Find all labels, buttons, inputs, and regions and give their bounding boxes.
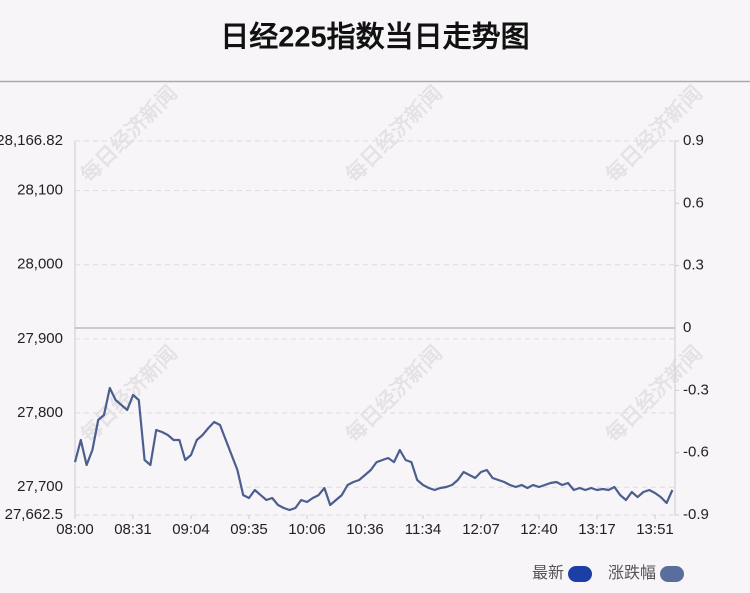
y2-tick-label: -0.6 — [683, 444, 709, 461]
x-tick-label: 08:00 — [56, 521, 94, 538]
y-tick-label: 27,900 — [17, 330, 63, 347]
y-tick-label: 28,100 — [17, 182, 63, 199]
x-tick-label: 10:36 — [346, 521, 384, 538]
y2-tick-label: -0.3 — [683, 381, 709, 398]
x-tick-label: 13:51 — [636, 521, 674, 538]
legend-swatch — [660, 566, 685, 582]
x-tick-label: 08:31 — [114, 521, 152, 538]
y-tick-label: 28,000 — [17, 256, 63, 273]
x-tick-label: 13:17 — [578, 521, 616, 538]
chart-title: 日经225指数当日走势图 — [220, 20, 529, 54]
y2-tick-label: 0.3 — [683, 257, 704, 274]
y2-tick-label: 0 — [683, 319, 691, 336]
x-tick-label: 10:06 — [288, 521, 326, 538]
y-tick-label: 27,662.5 — [5, 506, 63, 523]
y2-tick-label: -0.9 — [683, 506, 709, 523]
x-tick-label: 12:40 — [520, 521, 558, 538]
legend-label: 最新 — [532, 564, 564, 582]
legend-label: 涨跌幅 — [608, 564, 656, 582]
legend-swatch — [568, 566, 593, 582]
x-tick-label: 12:07 — [462, 521, 500, 538]
x-tick-label: 09:04 — [172, 521, 210, 538]
x-tick-label: 09:35 — [230, 521, 268, 538]
x-tick-label: 11:34 — [405, 521, 441, 538]
y2-tick-label: 0.6 — [683, 194, 704, 211]
price-line — [73, 386, 674, 512]
y-tick-label: 27,800 — [17, 404, 63, 421]
y-tick-label: 28,166.82 — [0, 132, 63, 149]
y-tick-label: 27,700 — [17, 478, 63, 495]
y2-tick-label: 0.9 — [683, 132, 704, 149]
